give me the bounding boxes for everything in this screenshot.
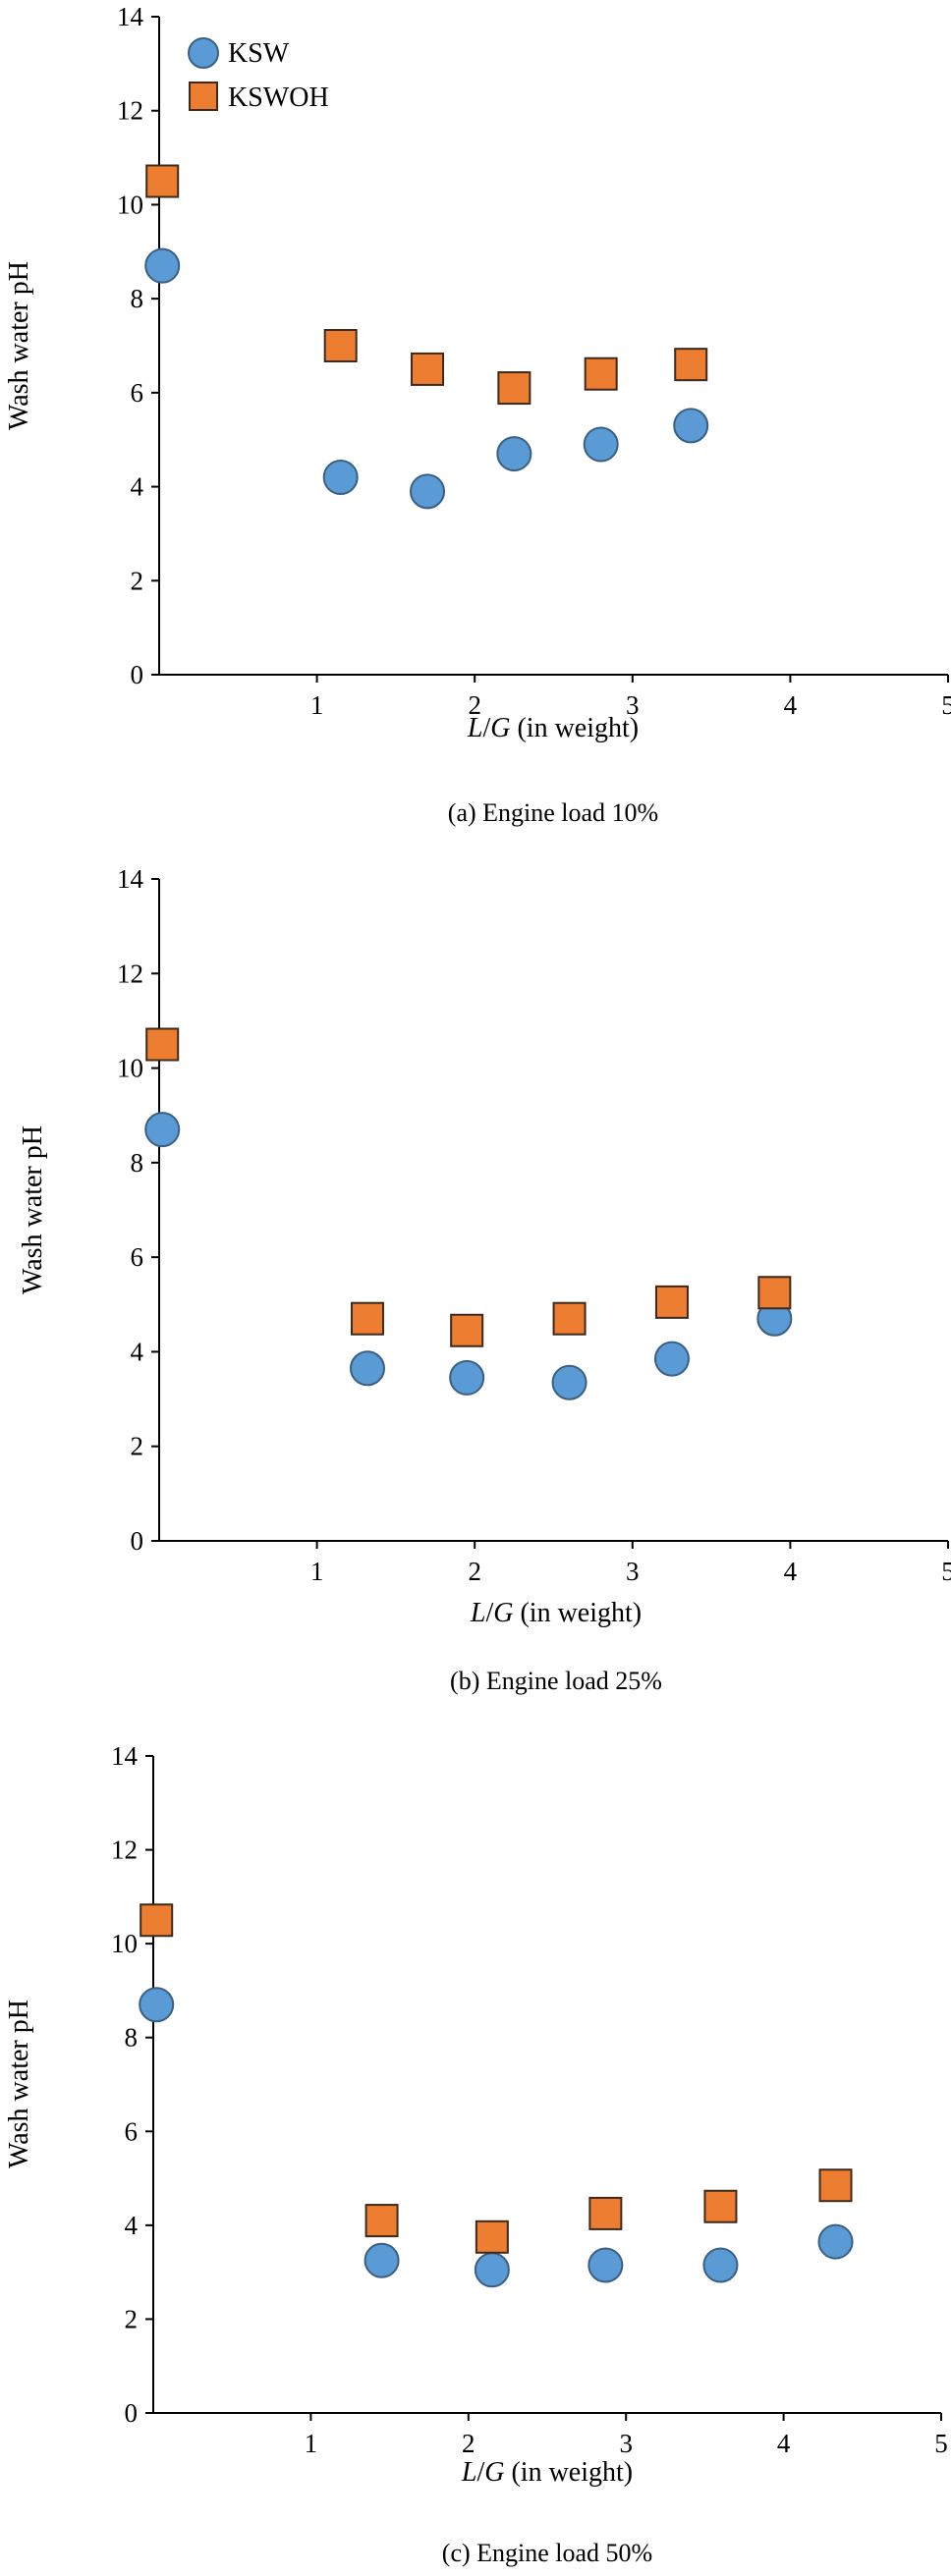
data-point-kswoh [140,1903,174,1938]
x-tick-label: 4 [784,690,798,720]
data-point-kswoh [145,164,180,198]
y-axis-label: Wash water pH [4,261,34,430]
data-point-kswoh [450,1313,484,1347]
y-axis-label: Wash water pH [4,2000,34,2168]
data-point-ksw [144,247,181,284]
legend-marker-kswoh [189,82,218,111]
y-tick-label: 14 [117,864,144,894]
data-point-ksw [496,436,532,472]
x-tick-label: 1 [310,1557,324,1586]
x-axis-label: L/G (in weight) [467,713,639,743]
data-point-kswoh [552,1301,587,1336]
data-point-ksw [449,1359,485,1396]
data-point-ksw [410,473,446,510]
data-point-ksw [364,2242,400,2278]
chart-caption: (b) Engine load 25% [450,1667,662,1695]
data-point-kswoh [475,2220,509,2254]
y-tick-label: 8 [131,1148,144,1178]
y-axis-label: Wash water pH [18,1125,48,1294]
y-tick-label: 0 [131,660,144,689]
chart-panel-c: Wash water pH L/G (in weight) (c) Engine… [4,1741,948,2567]
x-tick-label: 3 [626,690,640,720]
x-tick-label: 4 [777,2429,791,2458]
chart-caption: (c) Engine load 50% [442,2539,652,2567]
y-tick-label: 10 [117,190,143,219]
data-point-kswoh [818,2168,853,2203]
data-point-kswoh [145,1027,180,1062]
y-tick-label: 12 [117,96,143,126]
data-point-kswoh [584,356,618,391]
data-point-ksw [322,460,359,495]
y-tick-label: 0 [131,1526,144,1556]
y-tick-label: 14 [111,1741,139,1771]
x-tick-label: 5 [934,2429,948,2458]
y-tick-label: 0 [125,2398,139,2428]
x-axis-label: L/G (in weight) [470,1598,642,1628]
data-point-kswoh [588,2196,623,2230]
data-point-ksw [587,2247,624,2283]
x-tick-label: 3 [619,2429,633,2458]
x-axis-label: L/G (in weight) [461,2457,633,2488]
x-tick-label: 1 [305,2429,318,2458]
x-tick-label: 2 [468,1557,481,1586]
x-tick-label: 3 [626,1557,640,1586]
data-point-kswoh [364,2204,399,2238]
y-tick-label: 14 [117,2,144,31]
data-point-kswoh [323,329,358,362]
x-tick-label: 5 [941,1557,951,1586]
y-tick-label: 6 [131,1242,144,1272]
data-point-ksw [702,2247,739,2283]
legend: KSW KSWOH [188,37,329,113]
data-point-ksw [144,1112,181,1148]
data-point-kswoh [654,1285,689,1319]
legend-label-kswoh: KSWOH [228,82,329,113]
y-tick-label: 8 [125,2023,139,2053]
data-point-kswoh [757,1276,792,1310]
chart-panel-a: Wash water pH L/G (in weight) (a) Engine… [4,2,951,827]
data-point-kswoh [497,371,531,406]
x-tick-label: 2 [468,690,481,720]
data-point-ksw [583,426,619,463]
x-tick-label: 2 [462,2429,476,2458]
data-point-ksw [139,1987,175,2023]
data-point-ksw [474,2252,510,2288]
x-tick-label: 4 [784,1557,798,1586]
data-point-ksw [349,1350,385,1387]
y-tick-label: 2 [131,566,144,595]
y-tick-label: 4 [131,1337,144,1366]
y-tick-label: 6 [125,2116,139,2146]
data-point-ksw [653,1341,690,1377]
y-tick-label: 10 [111,1929,138,1958]
y-tick-label: 4 [131,472,144,502]
data-point-kswoh [350,1301,384,1336]
data-point-ksw [673,408,709,444]
chart-caption: (a) Engine load 10% [448,798,658,827]
data-point-ksw [551,1364,587,1400]
data-point-kswoh [411,352,445,386]
y-tick-label: 10 [117,1054,143,1083]
legend-marker-ksw [188,37,219,69]
data-point-kswoh [703,2189,738,2223]
chart-panel-b: Wash water pH L/G (in weight) (b) Engine… [18,864,951,1695]
y-tick-label: 6 [131,378,144,408]
y-tick-label: 12 [111,1836,138,1865]
y-tick-label: 8 [131,284,144,313]
x-tick-label: 1 [310,690,324,720]
y-tick-label: 2 [125,2304,139,2333]
y-tick-label: 4 [125,2211,139,2240]
data-point-kswoh [674,348,708,382]
x-tick-label: 5 [941,690,951,720]
data-point-ksw [817,2223,854,2260]
y-tick-label: 2 [131,1432,144,1461]
legend-label-ksw: KSW [228,38,290,69]
y-tick-label: 12 [117,959,143,988]
